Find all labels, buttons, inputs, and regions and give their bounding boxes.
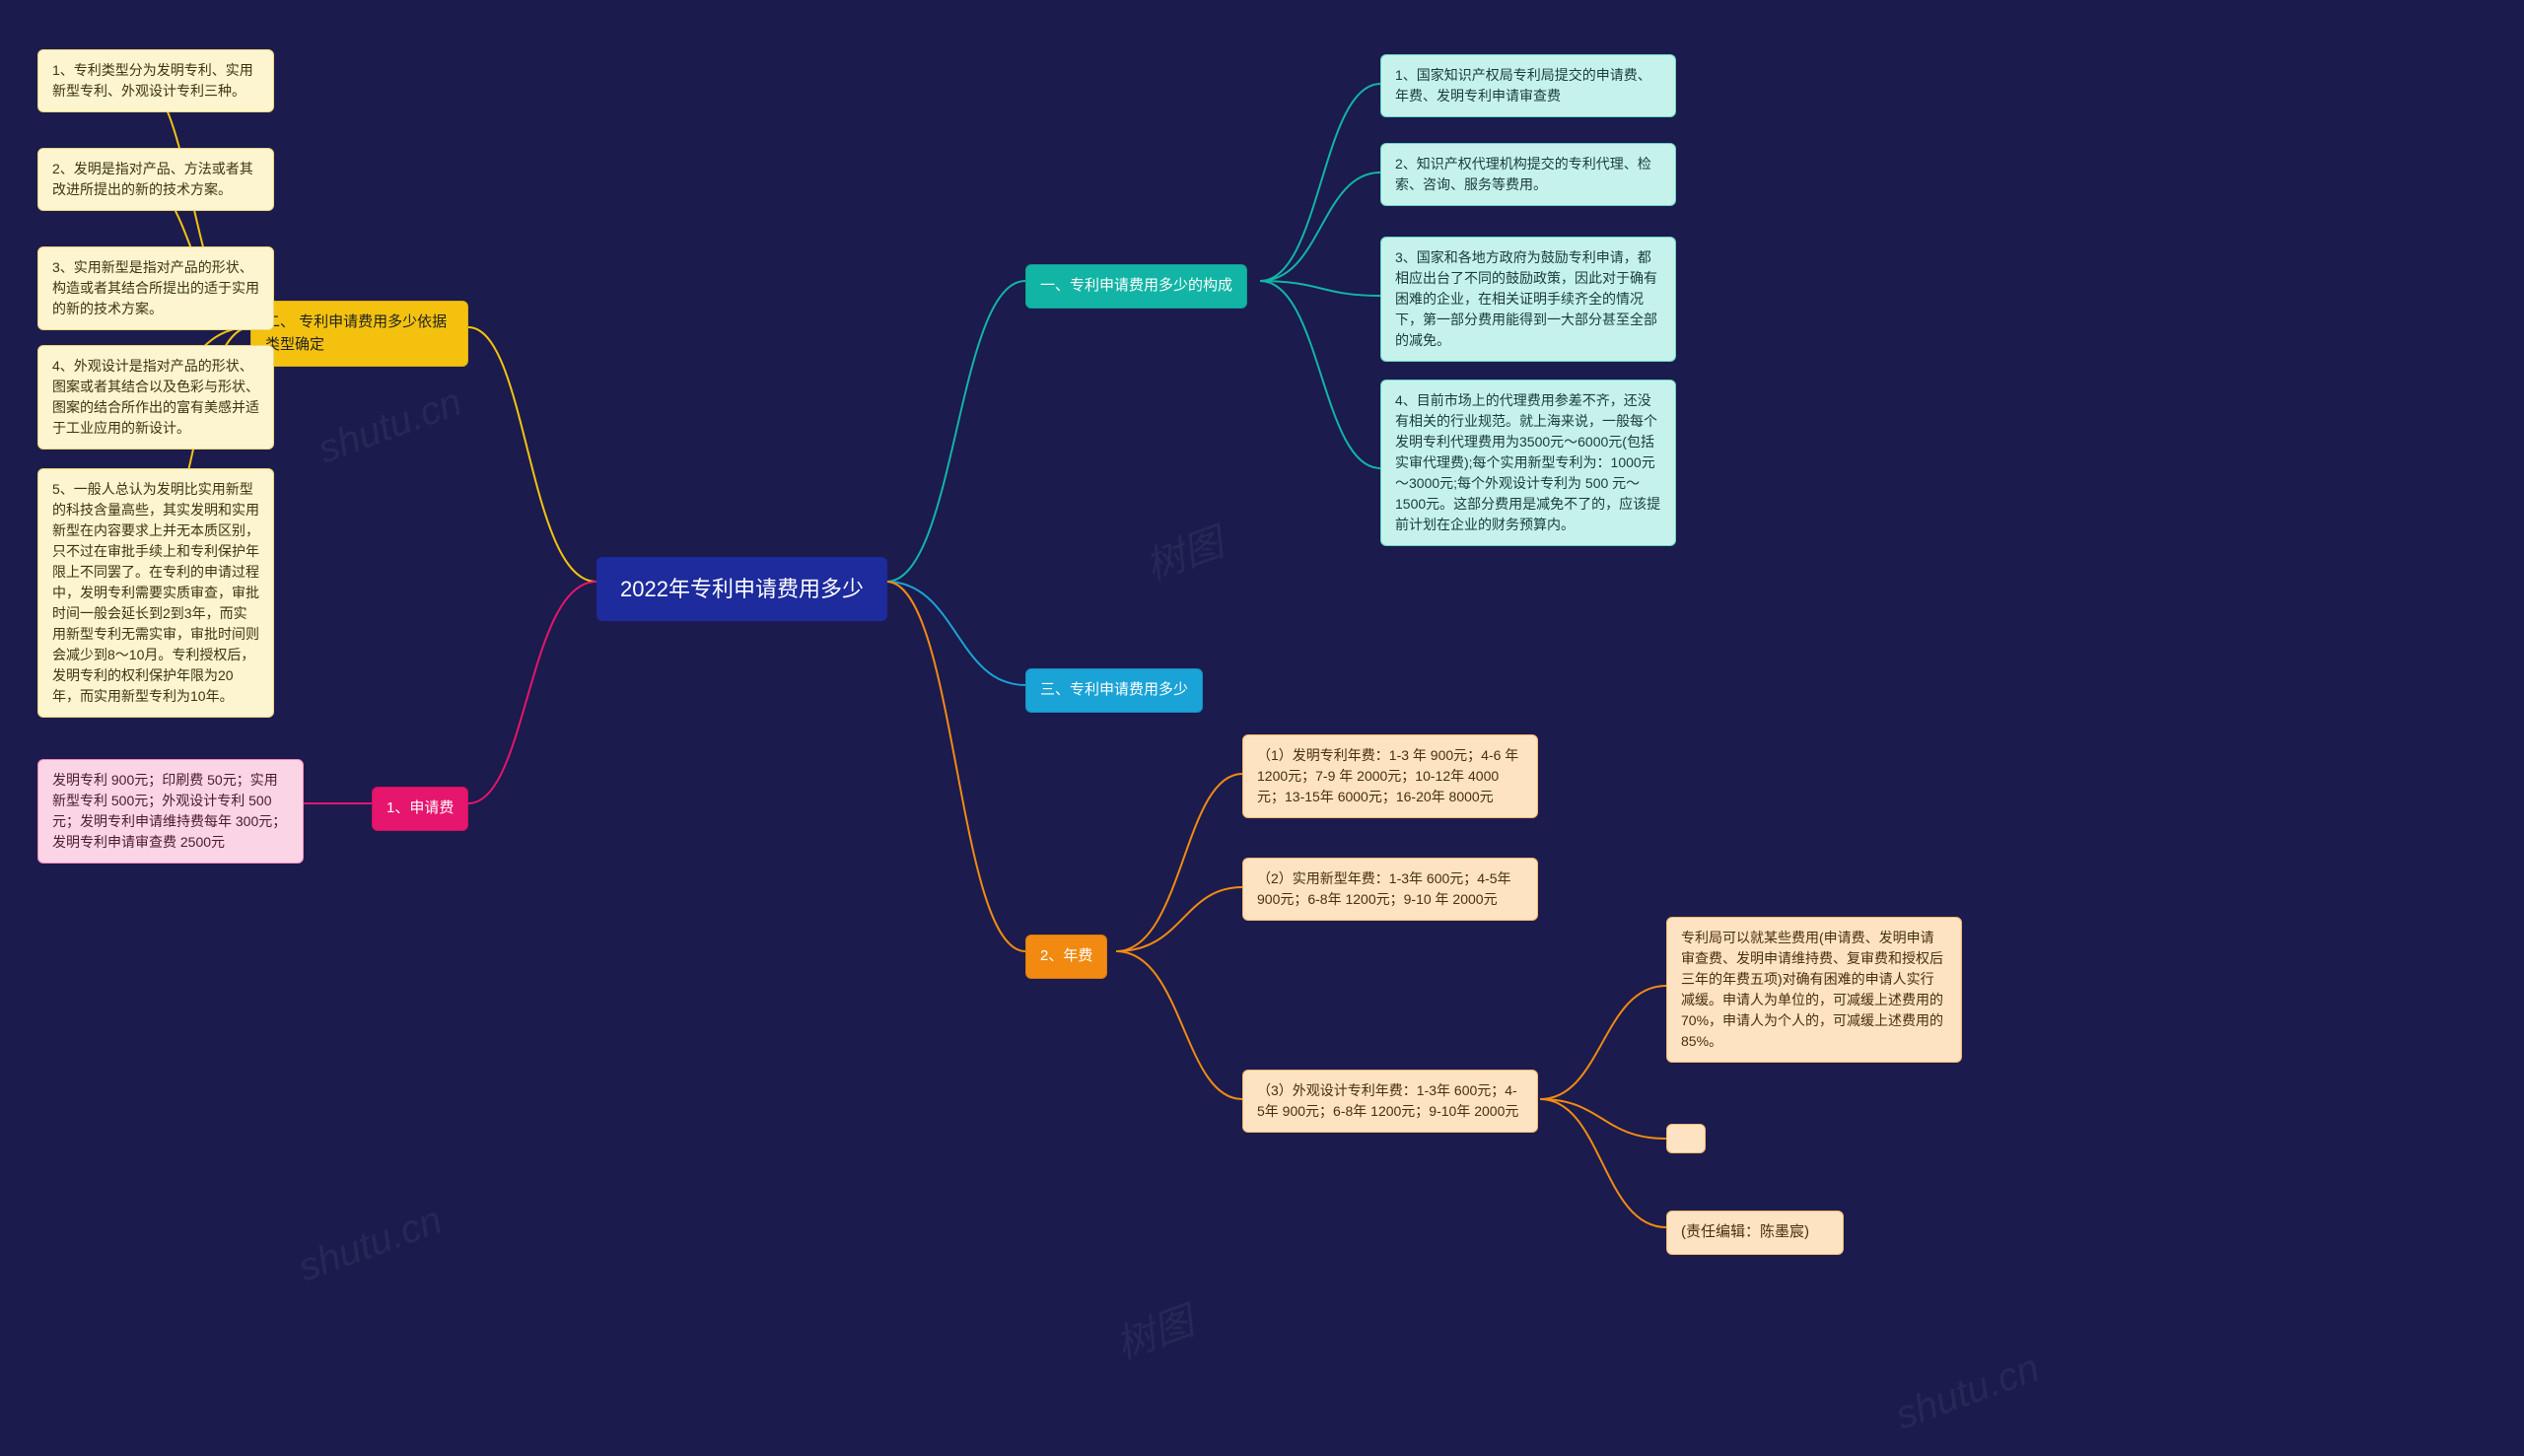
leaf: 4、外观设计是指对产品的形状、图案或者其结合以及色彩与形状、图案的结合所作出的富… — [37, 345, 274, 450]
watermark: shutu.cn — [293, 1198, 448, 1290]
leaf: 4、目前市场上的代理费用参差不齐，还没有相关的行业规范。就上海来说，一般每个发明… — [1380, 380, 1676, 546]
leaf: 3、实用新型是指对产品的形状、构造或者其结合所提出的适于实用的新的技术方案。 — [37, 246, 274, 330]
leaf: 3、国家和各地方政府为鼓励专利申请，都相应出台了不同的鼓励政策，因此对于确有困难… — [1380, 237, 1676, 362]
leaf: （1）发明专利年费：1-3 年 900元；4-6 年 1200元；7-9 年 2… — [1242, 734, 1538, 818]
root-node: 2022年专利申请费用多少 — [596, 557, 887, 621]
sub-leaf — [1666, 1124, 1706, 1153]
leaf: （2）实用新型年费：1-3年 600元；4-5年 900元；6-8年 1200元… — [1242, 858, 1538, 921]
branch-annual-fee: 2、年费 — [1025, 935, 1107, 979]
leaf: 1、专利类型分为发明专利、实用新型专利、外观设计专利三种。 — [37, 49, 274, 112]
branch-how-much: 三、专利申请费用多少 — [1025, 668, 1203, 713]
sub-leaf: (责任编辑：陈墨宸) — [1666, 1211, 1844, 1255]
watermark: shutu.cn — [313, 380, 467, 472]
watermark: 树图 — [1106, 1289, 1200, 1370]
watermark: 树图 — [1136, 511, 1229, 591]
leaf: 5、一般人总认为发明比实用新型的科技含量高些，其实发明和实用新型在内容要求上并无… — [37, 468, 274, 718]
watermark: shutu.cn — [1890, 1346, 2045, 1438]
leaf: （3）外观设计专利年费：1-3年 600元；4-5年 900元；6-8年 120… — [1242, 1070, 1538, 1133]
branch-application-fee: 1、申请费 — [372, 787, 468, 831]
leaf: 2、知识产权代理机构提交的专利代理、检索、咨询、服务等费用。 — [1380, 143, 1676, 206]
leaf: 2、发明是指对产品、方法或者其改进所提出的新的技术方案。 — [37, 148, 274, 211]
leaf: 发明专利 900元；印刷费 50元；实用新型专利 500元；外观设计专利 500… — [37, 759, 304, 864]
connector-layer — [0, 0, 2524, 1456]
sub-leaf: 专利局可以就某些费用(申请费、发明申请审查费、发明申请维持费、复审费和授权后三年… — [1666, 917, 1962, 1063]
branch-by-type: 二、 专利申请费用多少依据类型确定 — [250, 301, 468, 367]
branch-composition: 一、专利申请费用多少的构成 — [1025, 264, 1247, 309]
leaf: 1、国家知识产权局专利局提交的申请费、年费、发明专利申请审查费 — [1380, 54, 1676, 117]
